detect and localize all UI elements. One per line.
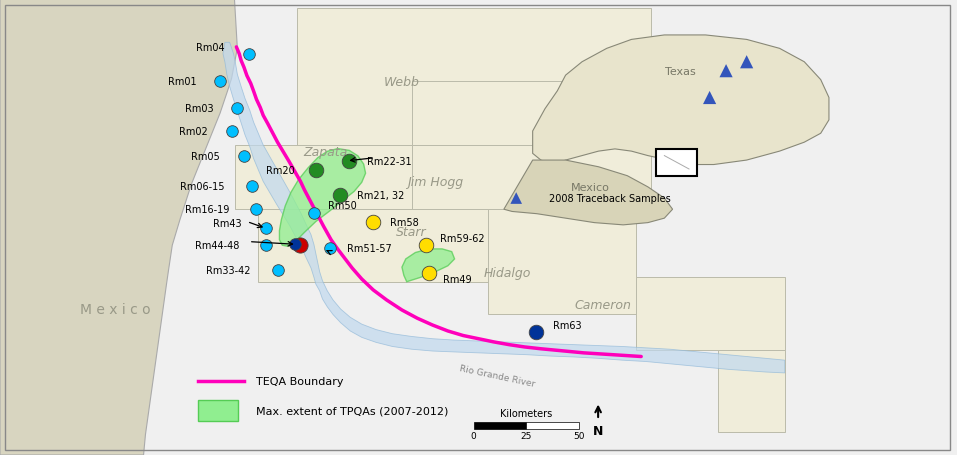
Point xyxy=(258,225,274,233)
Text: Zapata: Zapata xyxy=(303,146,347,159)
Text: Jim Hogg: Jim Hogg xyxy=(408,176,463,188)
Text: Rm43: Rm43 xyxy=(213,218,242,228)
Point xyxy=(249,206,264,213)
Text: Cameron: Cameron xyxy=(574,298,632,311)
Text: Rm05: Rm05 xyxy=(191,152,220,162)
Text: N: N xyxy=(593,425,603,438)
Text: Rm59-62: Rm59-62 xyxy=(440,234,485,244)
Point xyxy=(292,242,307,249)
Text: 50: 50 xyxy=(573,431,585,440)
Polygon shape xyxy=(223,43,785,373)
Text: Rm58: Rm58 xyxy=(390,218,419,228)
Polygon shape xyxy=(718,350,785,432)
Text: 0: 0 xyxy=(471,431,477,440)
Text: Hidalgo: Hidalgo xyxy=(483,267,531,279)
Text: Rm02: Rm02 xyxy=(179,127,208,137)
Polygon shape xyxy=(504,161,673,225)
Point xyxy=(308,167,323,174)
Point xyxy=(270,267,285,274)
Point xyxy=(258,242,274,249)
Text: Rm20: Rm20 xyxy=(266,166,295,176)
Text: 2008 Traceback Samples: 2008 Traceback Samples xyxy=(549,194,671,203)
Text: Rm04: Rm04 xyxy=(196,43,225,53)
Point xyxy=(323,244,338,252)
Text: 25: 25 xyxy=(521,431,532,440)
Polygon shape xyxy=(412,146,651,209)
Text: Rm63: Rm63 xyxy=(553,320,582,330)
Text: Rm49: Rm49 xyxy=(443,275,472,285)
Text: Rm16-19: Rm16-19 xyxy=(186,204,230,214)
Text: Kilometers: Kilometers xyxy=(501,408,552,418)
Text: Rm03: Rm03 xyxy=(185,104,213,114)
Polygon shape xyxy=(412,82,651,146)
Polygon shape xyxy=(0,0,237,455)
Point xyxy=(230,106,245,113)
Text: M e x i c o: M e x i c o xyxy=(79,303,150,316)
Point xyxy=(528,329,544,336)
Text: Rm51-57: Rm51-57 xyxy=(347,243,392,253)
Point xyxy=(719,68,734,75)
Text: Rm44-48: Rm44-48 xyxy=(195,241,239,251)
Polygon shape xyxy=(402,249,455,282)
Text: Texas: Texas xyxy=(665,66,696,76)
Polygon shape xyxy=(636,278,785,350)
Bar xyxy=(657,150,698,177)
Text: Rm22-31: Rm22-31 xyxy=(367,157,412,167)
Point xyxy=(212,78,228,86)
Polygon shape xyxy=(488,209,636,314)
Bar xyxy=(474,422,526,429)
Text: TEQA Boundary: TEQA Boundary xyxy=(256,376,343,386)
Point xyxy=(332,192,347,199)
Point xyxy=(366,219,381,227)
Text: Rm33-42: Rm33-42 xyxy=(207,266,251,276)
Point xyxy=(241,51,256,58)
Polygon shape xyxy=(297,9,651,146)
Text: Max. extent of TPQAs (2007-2012): Max. extent of TPQAs (2007-2012) xyxy=(256,405,448,415)
Text: Webb: Webb xyxy=(384,76,420,88)
Bar xyxy=(526,422,579,429)
Polygon shape xyxy=(533,36,829,165)
Point xyxy=(224,128,239,136)
Point xyxy=(342,158,357,165)
Text: Mexico: Mexico xyxy=(570,182,610,192)
Point xyxy=(236,153,252,161)
Text: Rm06-15: Rm06-15 xyxy=(181,182,225,192)
Point xyxy=(702,95,718,102)
Text: Rm01: Rm01 xyxy=(167,77,196,87)
Point xyxy=(418,242,434,249)
Point xyxy=(306,210,322,217)
Text: Rm21, 32: Rm21, 32 xyxy=(357,191,405,201)
Point xyxy=(421,269,436,277)
Point xyxy=(287,241,302,248)
Text: Starr: Starr xyxy=(396,226,427,238)
Text: Rm50: Rm50 xyxy=(328,201,357,211)
Point xyxy=(739,59,754,66)
Point xyxy=(244,183,259,190)
Point xyxy=(508,195,523,202)
Polygon shape xyxy=(258,209,488,282)
Bar xyxy=(198,399,238,421)
Polygon shape xyxy=(279,149,366,247)
Text: Rio Grande River: Rio Grande River xyxy=(459,363,536,388)
Polygon shape xyxy=(235,146,412,209)
